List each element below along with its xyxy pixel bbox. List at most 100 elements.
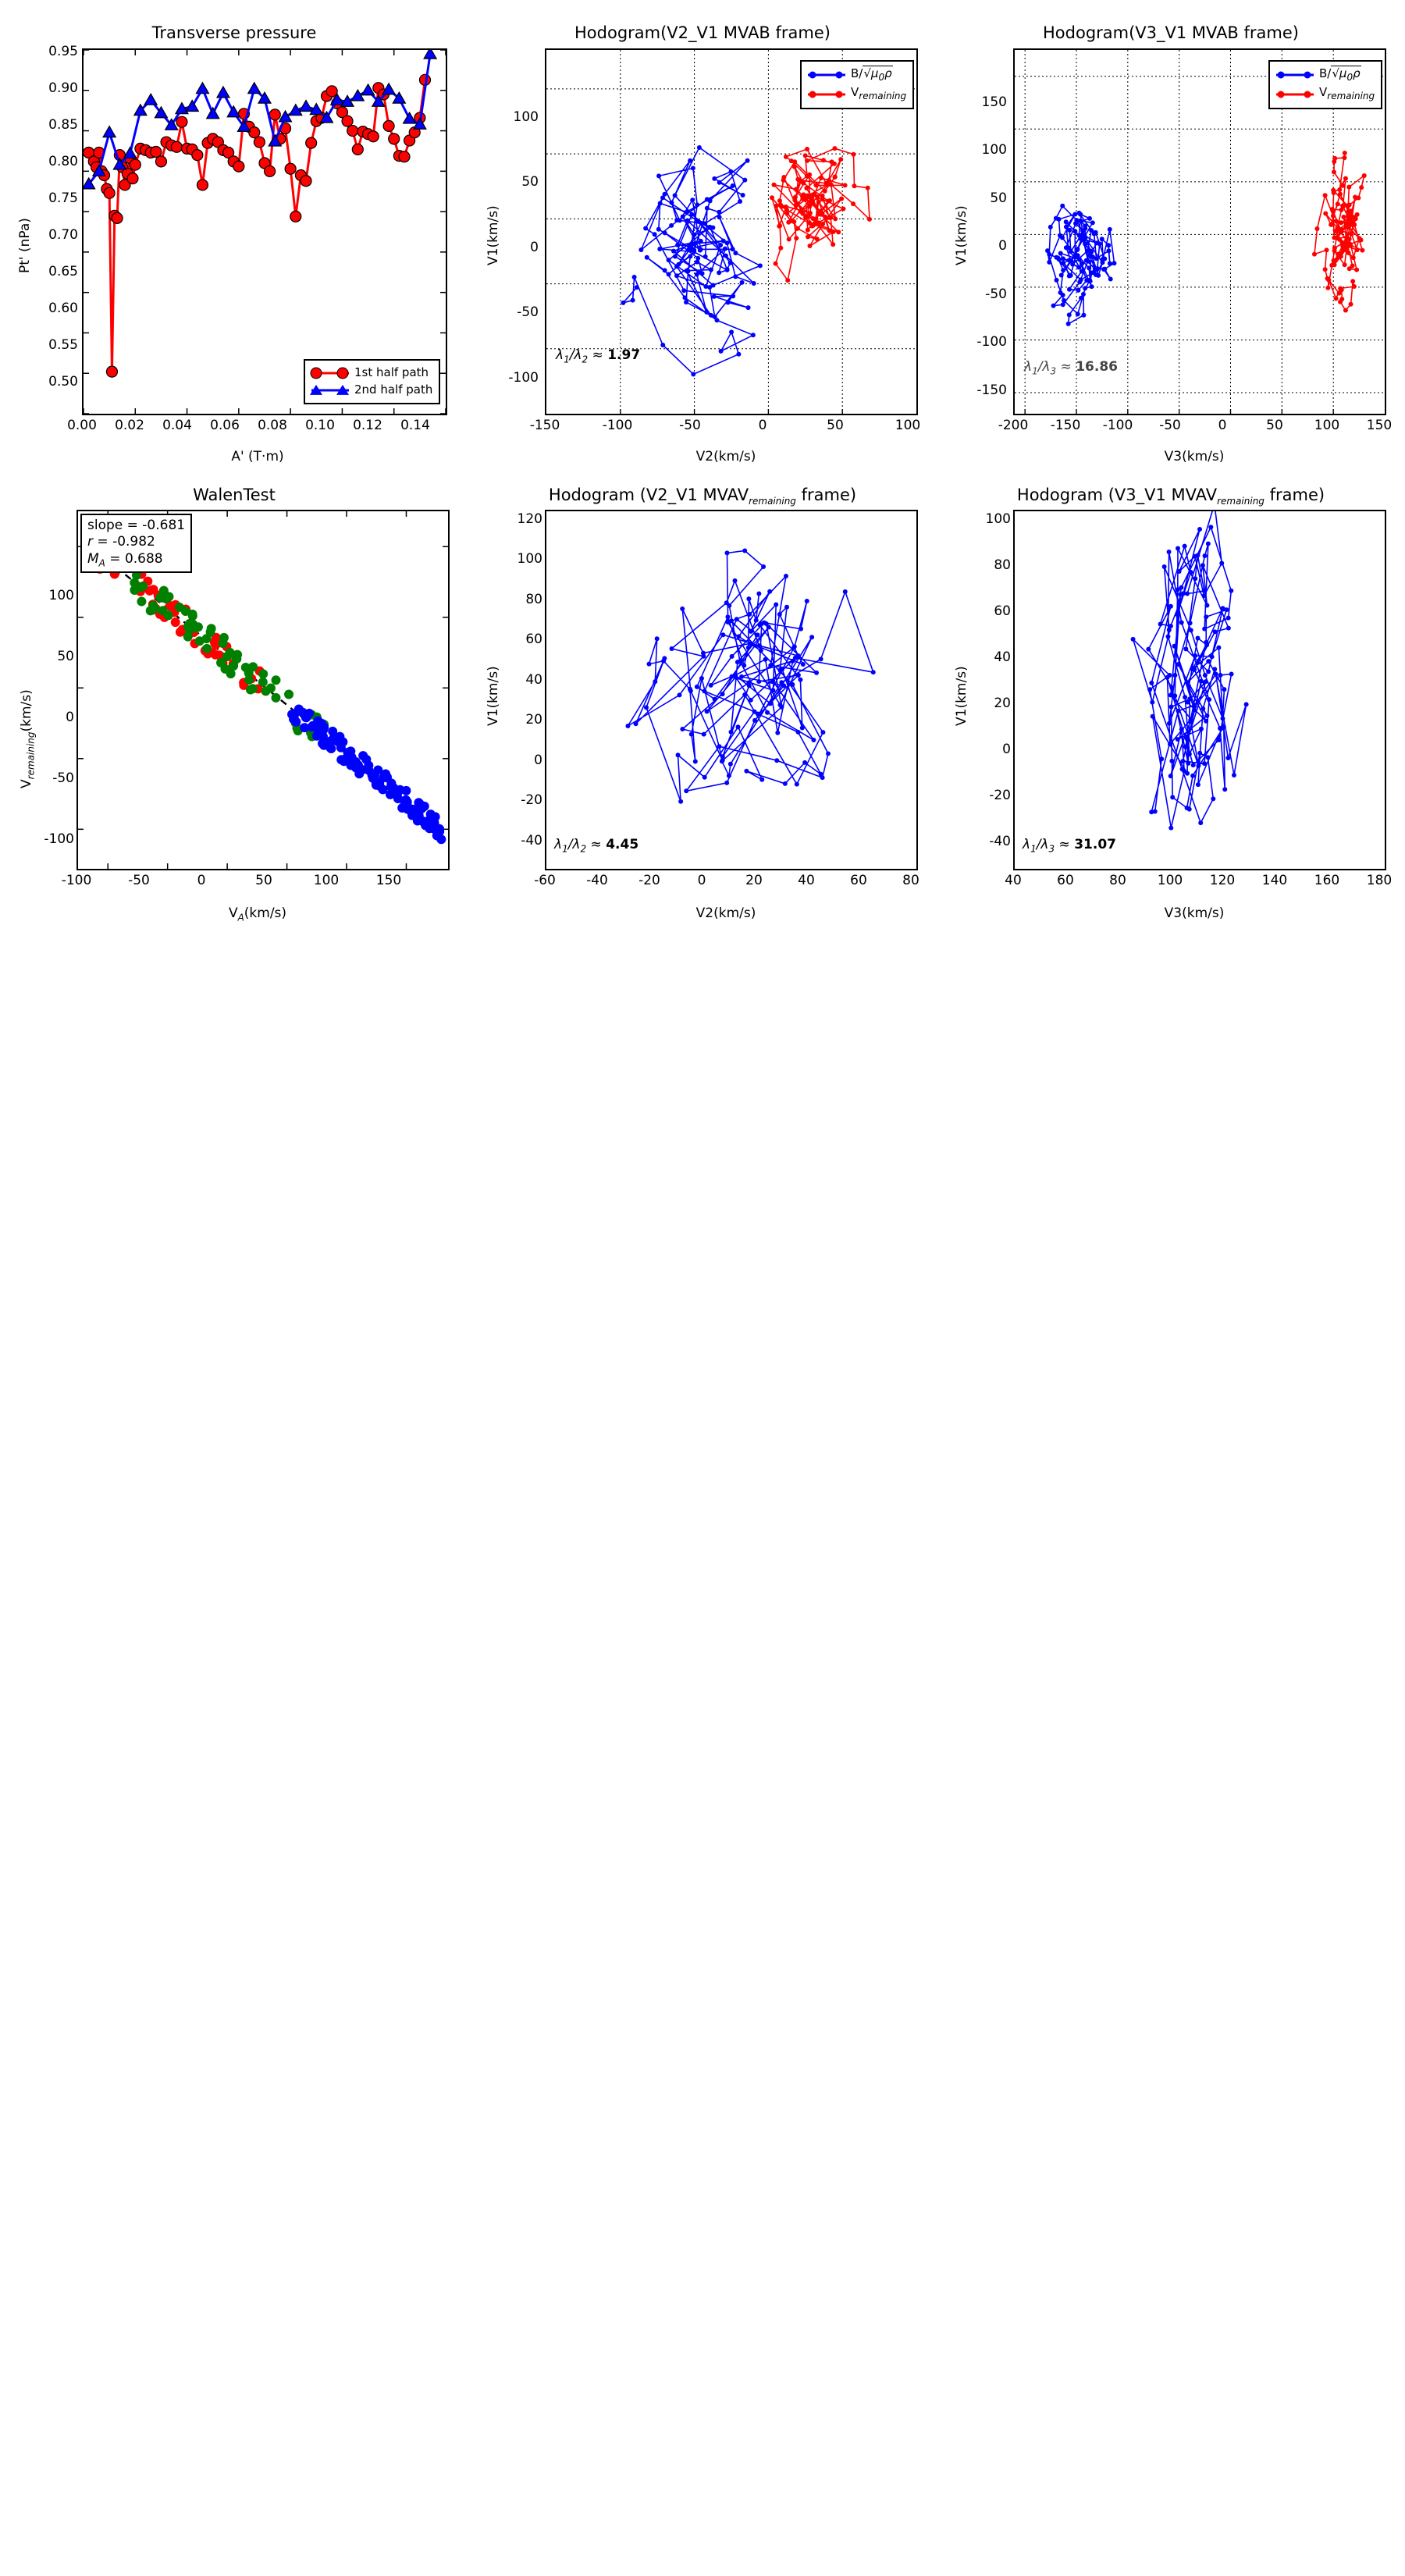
legend-entry: 1st half path <box>310 365 432 382</box>
eigenvalue-ratio-annotation: λ1/λ3 ≈ 31.07 <box>1023 837 1116 855</box>
x-tick: 40 <box>798 873 815 888</box>
x-tick: 80 <box>902 873 919 888</box>
y-tick: 120 <box>517 511 542 527</box>
x-tick: 0.06 <box>210 418 240 433</box>
x-axis-label: V2(km/s) <box>695 449 756 464</box>
y-tick: 150 <box>981 94 1007 110</box>
legend-label-v-remaining: Vremaining <box>1319 85 1375 102</box>
x-tick: -200 <box>998 418 1029 433</box>
x-tick: 0.02 <box>115 418 144 433</box>
x-tick: 0 <box>1218 418 1227 433</box>
legend-entry: B/√μ0ρ <box>1276 66 1375 84</box>
y-tick: 60 <box>994 603 1011 619</box>
x-axis-label: V3(km/s) <box>1164 449 1225 464</box>
x-axis-label: V2(km/s) <box>695 906 756 921</box>
x-tick: 140 <box>1261 873 1288 888</box>
x-tick: -50 <box>1159 418 1181 433</box>
legend-entry: Vremaining <box>808 84 906 103</box>
eigenvalue-ratio-annotation: λ1/λ2 ≈ 4.45 <box>554 837 639 855</box>
walen-ma: MA = 0.688 <box>87 550 163 568</box>
y-tick: -20 <box>521 792 542 808</box>
y-tick: 0.50 <box>48 374 78 390</box>
x-tick: -50 <box>128 873 150 888</box>
x-tick: 60 <box>1057 873 1074 888</box>
panel-walen-test: WalenTest Vremaining(km/s) VA(km/s) 100 … <box>0 476 468 923</box>
y-axis-label: V1(km/s) <box>954 205 969 265</box>
x-tick: 100 <box>313 873 340 888</box>
panel-title: Hodogram (V3_V1 MVAVremaining frame) <box>1016 486 1325 507</box>
x-axis-label: A' (T·m) <box>231 449 284 464</box>
x-tick: 80 <box>1109 873 1126 888</box>
y-tick: 0.70 <box>48 227 78 243</box>
y-tick: 0.85 <box>48 117 78 133</box>
panel-title: Transverse pressure <box>151 23 317 42</box>
y-tick: 100 <box>48 588 74 603</box>
walen-r: r = -0.982 <box>87 534 155 550</box>
legend-label-b-alfven: B/√μ0ρ <box>1319 66 1361 83</box>
y-tick: -100 <box>44 831 74 847</box>
panel-title: Hodogram(V2_V1 MVAB frame) <box>574 23 831 42</box>
plot-area <box>82 48 447 415</box>
y-tick: 0 <box>1002 742 1011 757</box>
legend-entry: 2nd half path <box>310 382 433 399</box>
x-tick: -150 <box>529 418 560 433</box>
x-axis-label: V3(km/s) <box>1164 906 1225 921</box>
x-tick: 0.04 <box>162 418 192 433</box>
legend-marker-line-icon <box>1276 90 1314 99</box>
ratio-value: 1.97 <box>607 347 641 363</box>
x-tick: -20 <box>638 873 660 888</box>
x-tick: 0.12 <box>353 418 382 433</box>
x-tick: 150 <box>1366 418 1393 433</box>
x-tick: -60 <box>534 873 556 888</box>
panel-title: WalenTest <box>193 486 276 504</box>
y-tick: -100 <box>976 334 1007 350</box>
panel-hodogram-v3v1-mvav: Hodogram (V3_V1 MVAVremaining frame) V1(… <box>937 476 1405 921</box>
panel-hodogram-v3v1-mvab: Hodogram(V3_V1 MVAB frame) V1(km/s) V3(k… <box>937 16 1405 464</box>
legend-label-v-remaining: Vremaining <box>851 85 907 102</box>
x-tick: 0 <box>197 873 206 888</box>
y-tick: -40 <box>989 834 1011 849</box>
x-tick: -50 <box>679 418 701 433</box>
x-axis-label: VA(km/s) <box>228 906 287 923</box>
y-tick: 0.55 <box>48 337 78 353</box>
legend-entry: B/√μ0ρ <box>808 66 906 84</box>
y-tick: 0.60 <box>48 301 78 316</box>
y-tick: 50 <box>57 649 74 664</box>
legend-label-b-alfven: B/√μ0ρ <box>851 66 893 83</box>
x-tick: 50 <box>255 873 272 888</box>
y-tick: 100 <box>513 109 539 125</box>
legend-label: 2nd half path <box>354 382 433 397</box>
panel-hodogram-v2v1-mvav: Hodogram (V2_V1 MVAVremaining frame) V1(… <box>468 476 937 921</box>
x-tick: 40 <box>1005 873 1022 888</box>
y-tick: 0 <box>66 710 74 725</box>
x-tick: 50 <box>827 418 844 433</box>
legend-hodogram-v3v1-mvab: B/√μ0ρ Vremaining <box>1268 60 1383 109</box>
y-tick: 0 <box>998 238 1007 254</box>
x-tick: 100 <box>1157 873 1183 888</box>
legend-entry: Vremaining <box>1276 84 1375 103</box>
x-tick: 100 <box>1314 418 1340 433</box>
x-tick: 60 <box>850 873 867 888</box>
x-tick: 0 <box>697 873 706 888</box>
legend-marker-line-icon <box>808 70 845 80</box>
x-tick: -100 <box>1102 418 1133 433</box>
legend-marker-line-icon <box>1276 70 1314 80</box>
legend-marker-triangle-icon <box>310 384 349 395</box>
x-tick: -100 <box>602 418 633 433</box>
legend-marker-circle-icon <box>310 367 349 379</box>
eigenvalue-ratio-annotation: λ1/λ2 ≈ 1.97 <box>556 347 641 365</box>
y-tick: 100 <box>985 511 1011 527</box>
y-tick: 0.65 <box>48 264 78 279</box>
legend-marker-line-icon <box>808 90 845 99</box>
x-tick: 150 <box>375 873 402 888</box>
panel-title: Hodogram(V3_V1 MVAB frame) <box>1043 23 1299 42</box>
ratio-value: 31.07 <box>1074 837 1116 852</box>
y-tick: 0.75 <box>48 190 78 206</box>
y-tick: 80 <box>994 557 1011 573</box>
x-tick: 120 <box>1209 873 1236 888</box>
panel-title: Hodogram (V2_V1 MVAVremaining frame) <box>548 486 857 507</box>
walen-slope: slope = -0.681 <box>87 518 186 533</box>
legend-hodogram-v2v1-mvab: B/√μ0ρ Vremaining <box>800 60 915 109</box>
x-tick: 0.08 <box>258 418 287 433</box>
